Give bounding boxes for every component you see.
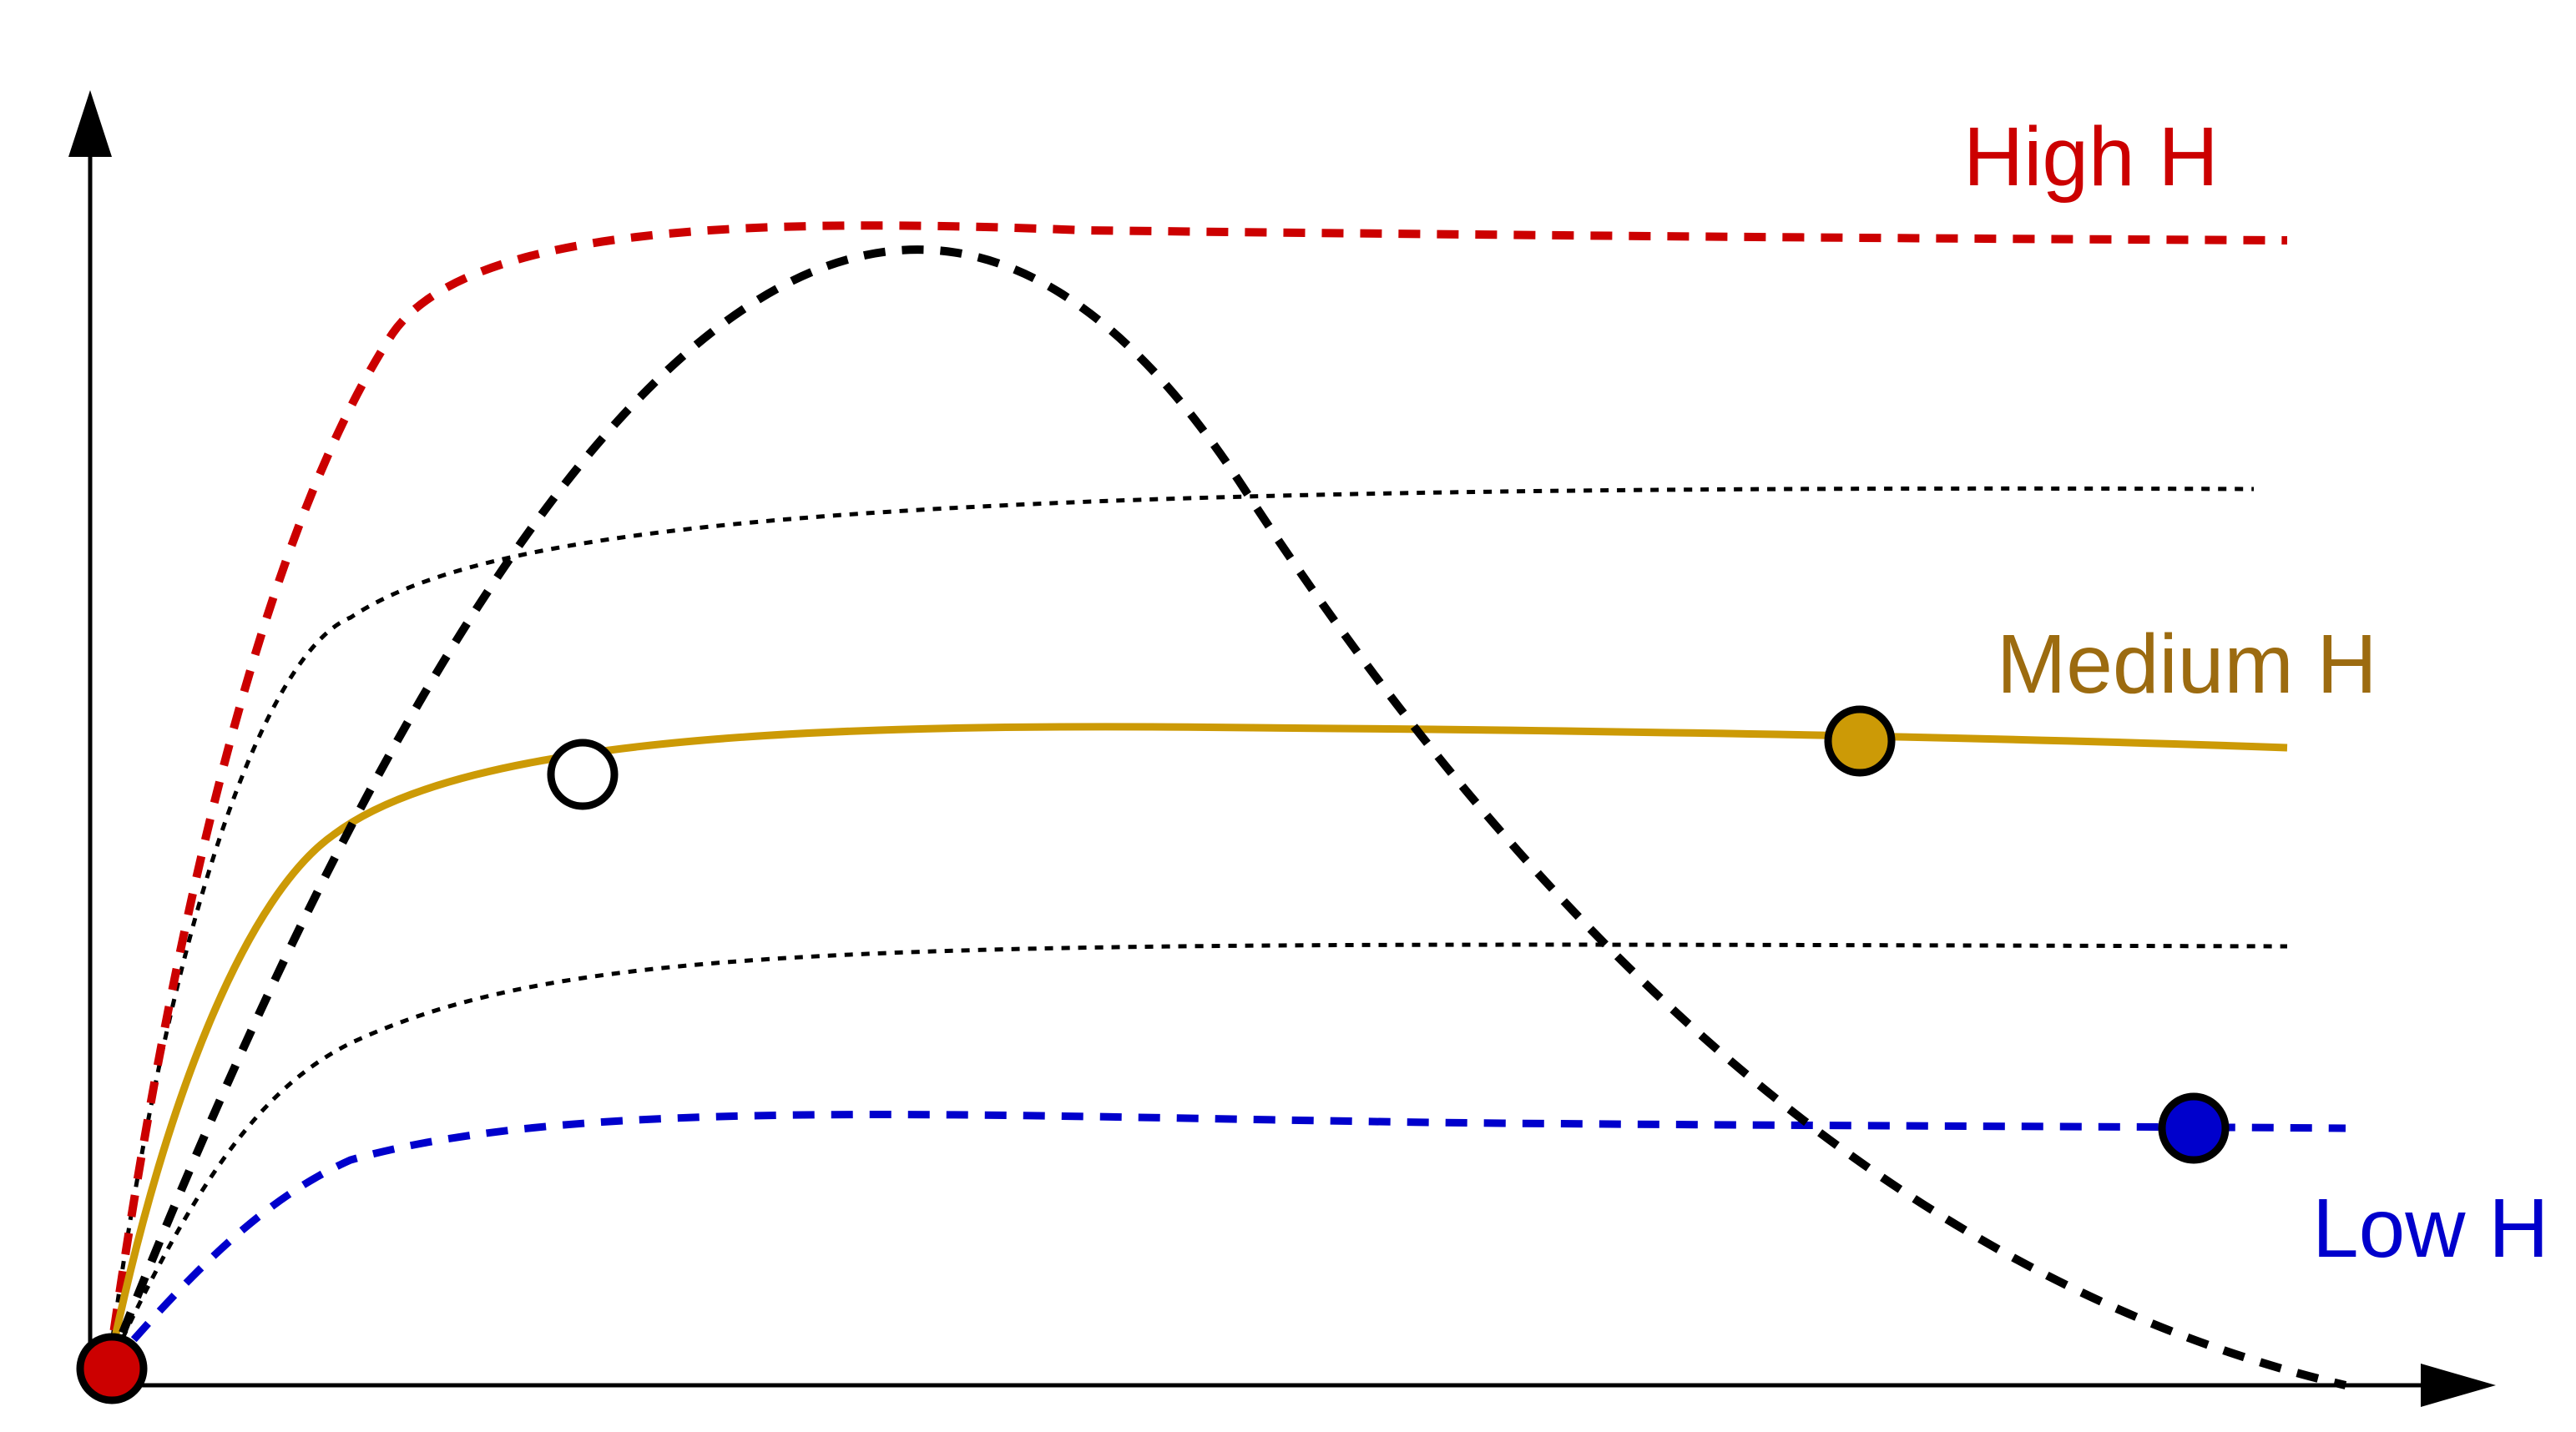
y-axis-arrow: [68, 90, 112, 157]
high-h-label: High H: [1963, 110, 2219, 204]
low-h-label: Low H: [2312, 1182, 2548, 1275]
low-stable-marker: [2158, 1092, 2230, 1164]
unstable-intersection-marker: [547, 739, 619, 810]
origin-marker: [76, 1333, 148, 1404]
high-h-curve: [104, 221, 2288, 1369]
axes: [68, 90, 2496, 1407]
medium-stable-marker: [1824, 705, 1896, 777]
parabola-curve: [104, 245, 2347, 1389]
medium-h-label: Medium H: [1997, 618, 2377, 711]
x-axis-arrow: [2421, 1364, 2496, 1407]
upper-reference-curve: [106, 486, 2255, 1369]
low-h-curve: [105, 1111, 2346, 1371]
lower-reference-curve: [106, 942, 2288, 1370]
medium-h-curve: [104, 723, 2288, 1369]
